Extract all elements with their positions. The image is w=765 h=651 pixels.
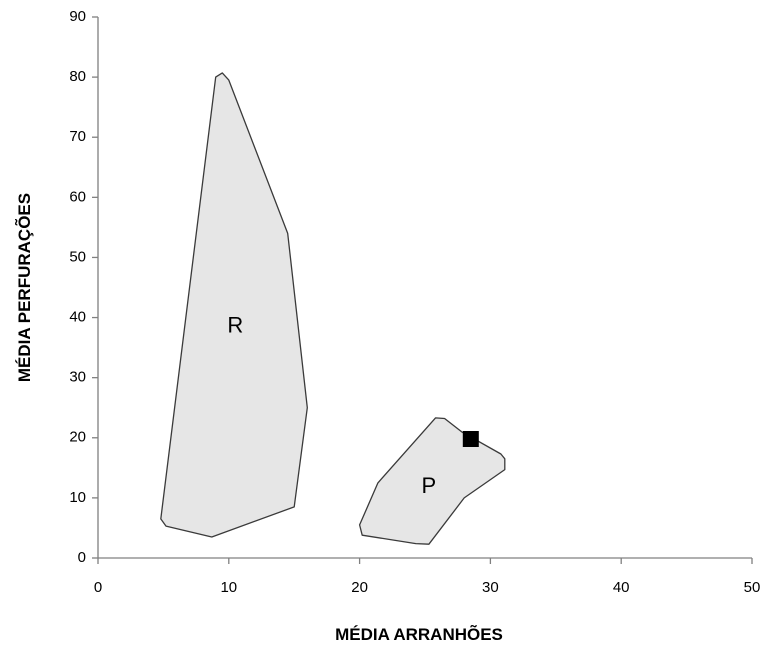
region-p-polygon xyxy=(358,417,506,545)
axes-layer xyxy=(97,17,752,559)
x-tick-label: 50 xyxy=(744,579,761,596)
region-r-polygon xyxy=(160,72,308,538)
y-tick-label: 50 xyxy=(69,248,86,265)
x-tick-label: 10 xyxy=(220,579,237,596)
region-labels: RP xyxy=(227,312,436,498)
y-tick-label: 70 xyxy=(69,128,86,145)
y-tick-label: 60 xyxy=(69,188,86,205)
points-layer xyxy=(462,431,479,447)
data-point-square xyxy=(462,431,479,447)
y-tick-label: 0 xyxy=(78,549,86,566)
x-tick-label: 40 xyxy=(613,579,630,596)
y-ticks: 0 10 20 30 40 50 60 70 80 90 xyxy=(69,8,98,566)
x-axis-title: MÉDIA ARRANHÕES xyxy=(335,624,503,644)
y-tick-label: 40 xyxy=(69,309,86,326)
y-tick-label: 80 xyxy=(69,68,86,85)
x-ticks: 0 10 20 30 40 50 xyxy=(94,558,761,596)
y-tick-label: 90 xyxy=(69,8,86,25)
region-p-label: P xyxy=(422,473,437,498)
y-tick-label: 10 xyxy=(69,489,86,506)
x-tick-label: 20 xyxy=(351,579,368,596)
x-tick-label: 0 xyxy=(94,579,102,596)
regions-layer xyxy=(160,72,506,545)
y-axis-title: MÉDIA PERFURAÇÕES xyxy=(14,193,34,382)
region-r-label: R xyxy=(227,312,243,337)
y-tick-label: 30 xyxy=(69,369,86,386)
x-tick-label: 30 xyxy=(482,579,499,596)
y-tick-label: 20 xyxy=(69,429,86,446)
